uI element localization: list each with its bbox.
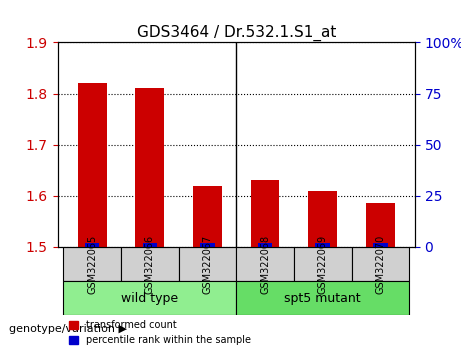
Bar [258, 243, 272, 247]
FancyBboxPatch shape [121, 247, 179, 281]
FancyBboxPatch shape [236, 247, 294, 281]
Bar [142, 243, 157, 247]
Bar [366, 204, 395, 247]
Bar [78, 83, 106, 247]
Text: GSM322065: GSM322065 [87, 234, 97, 293]
Bar [251, 181, 279, 247]
Text: GSM322069: GSM322069 [318, 234, 328, 293]
FancyBboxPatch shape [294, 247, 351, 281]
Text: GSM322070: GSM322070 [375, 234, 385, 293]
Bar [85, 243, 100, 247]
FancyBboxPatch shape [64, 281, 236, 315]
Bar [315, 243, 330, 247]
Text: GSM322067: GSM322067 [202, 234, 213, 293]
FancyBboxPatch shape [236, 281, 409, 315]
FancyBboxPatch shape [351, 247, 409, 281]
Legend: transformed count, percentile rank within the sample: transformed count, percentile rank withi… [65, 316, 255, 349]
Bar [373, 243, 388, 247]
FancyBboxPatch shape [64, 247, 121, 281]
Text: GSM322066: GSM322066 [145, 234, 155, 293]
Text: GSM322068: GSM322068 [260, 234, 270, 293]
Bar [308, 191, 337, 247]
Text: genotype/variation ▶: genotype/variation ▶ [9, 324, 127, 334]
FancyBboxPatch shape [179, 247, 236, 281]
Bar [200, 243, 215, 247]
Text: wild type: wild type [121, 292, 178, 304]
Bar [136, 88, 164, 247]
Bar [193, 185, 222, 247]
Title: GDS3464 / Dr.532.1.S1_at: GDS3464 / Dr.532.1.S1_at [136, 25, 336, 41]
Text: spt5 mutant: spt5 mutant [284, 292, 361, 304]
